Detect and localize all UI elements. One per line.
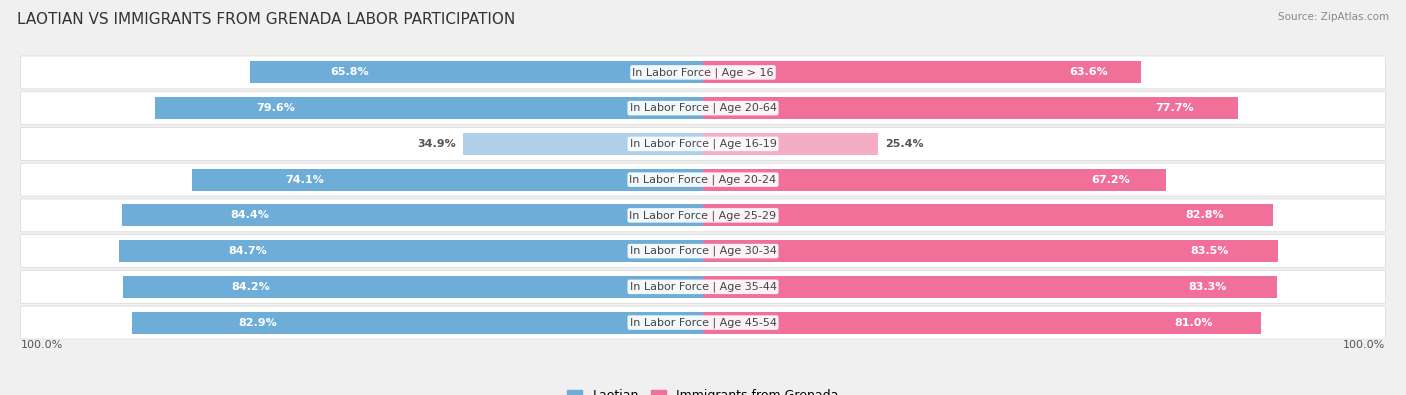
Bar [193, 169, 703, 191]
Legend: Laotian, Immigrants from Grenada: Laotian, Immigrants from Grenada [562, 384, 844, 395]
Text: Source: ZipAtlas.com: Source: ZipAtlas.com [1278, 12, 1389, 22]
Text: 81.0%: 81.0% [1175, 318, 1213, 327]
Text: In Labor Force | Age 30-34: In Labor Force | Age 30-34 [630, 246, 776, 256]
Text: In Labor Force | Age 20-64: In Labor Force | Age 20-64 [630, 103, 776, 113]
FancyBboxPatch shape [21, 199, 1385, 232]
Text: LAOTIAN VS IMMIGRANTS FROM GRENADA LABOR PARTICIPATION: LAOTIAN VS IMMIGRANTS FROM GRENADA LABOR… [17, 12, 515, 27]
Text: In Labor Force | Age 16-19: In Labor Force | Age 16-19 [630, 139, 776, 149]
Text: 84.4%: 84.4% [231, 211, 269, 220]
Bar [703, 204, 1274, 226]
FancyBboxPatch shape [21, 92, 1385, 124]
Text: 83.5%: 83.5% [1189, 246, 1229, 256]
FancyBboxPatch shape [21, 128, 1385, 160]
Bar [121, 204, 703, 226]
Text: 79.6%: 79.6% [256, 103, 295, 113]
Text: 77.7%: 77.7% [1154, 103, 1194, 113]
FancyBboxPatch shape [21, 271, 1385, 303]
Text: In Labor Force | Age 20-24: In Labor Force | Age 20-24 [630, 174, 776, 185]
Text: 82.9%: 82.9% [238, 318, 277, 327]
Text: In Labor Force | Age 45-54: In Labor Force | Age 45-54 [630, 317, 776, 328]
FancyBboxPatch shape [21, 306, 1385, 339]
Bar [250, 61, 703, 83]
Text: 82.8%: 82.8% [1185, 211, 1225, 220]
Text: 34.9%: 34.9% [418, 139, 456, 149]
Bar [132, 312, 703, 334]
Text: 83.3%: 83.3% [1189, 282, 1227, 292]
Text: In Labor Force | Age > 16: In Labor Force | Age > 16 [633, 67, 773, 78]
Bar [703, 169, 1166, 191]
Text: 100.0%: 100.0% [1343, 340, 1385, 350]
Text: 84.2%: 84.2% [231, 282, 270, 292]
Text: In Labor Force | Age 25-29: In Labor Force | Age 25-29 [630, 210, 776, 221]
Text: 84.7%: 84.7% [228, 246, 267, 256]
Bar [703, 61, 1142, 83]
Bar [703, 276, 1277, 298]
Text: 67.2%: 67.2% [1091, 175, 1130, 184]
Text: 65.8%: 65.8% [330, 68, 368, 77]
FancyBboxPatch shape [21, 235, 1385, 267]
Text: 63.6%: 63.6% [1069, 68, 1108, 77]
Bar [703, 312, 1261, 334]
Bar [703, 133, 877, 155]
Text: 74.1%: 74.1% [285, 175, 325, 184]
Text: 25.4%: 25.4% [884, 139, 924, 149]
Text: In Labor Force | Age 35-44: In Labor Force | Age 35-44 [630, 282, 776, 292]
Bar [703, 97, 1239, 119]
Bar [463, 133, 703, 155]
Bar [120, 240, 703, 262]
Bar [703, 240, 1278, 262]
Text: 100.0%: 100.0% [21, 340, 63, 350]
FancyBboxPatch shape [21, 163, 1385, 196]
FancyBboxPatch shape [21, 56, 1385, 89]
Bar [122, 276, 703, 298]
Bar [155, 97, 703, 119]
